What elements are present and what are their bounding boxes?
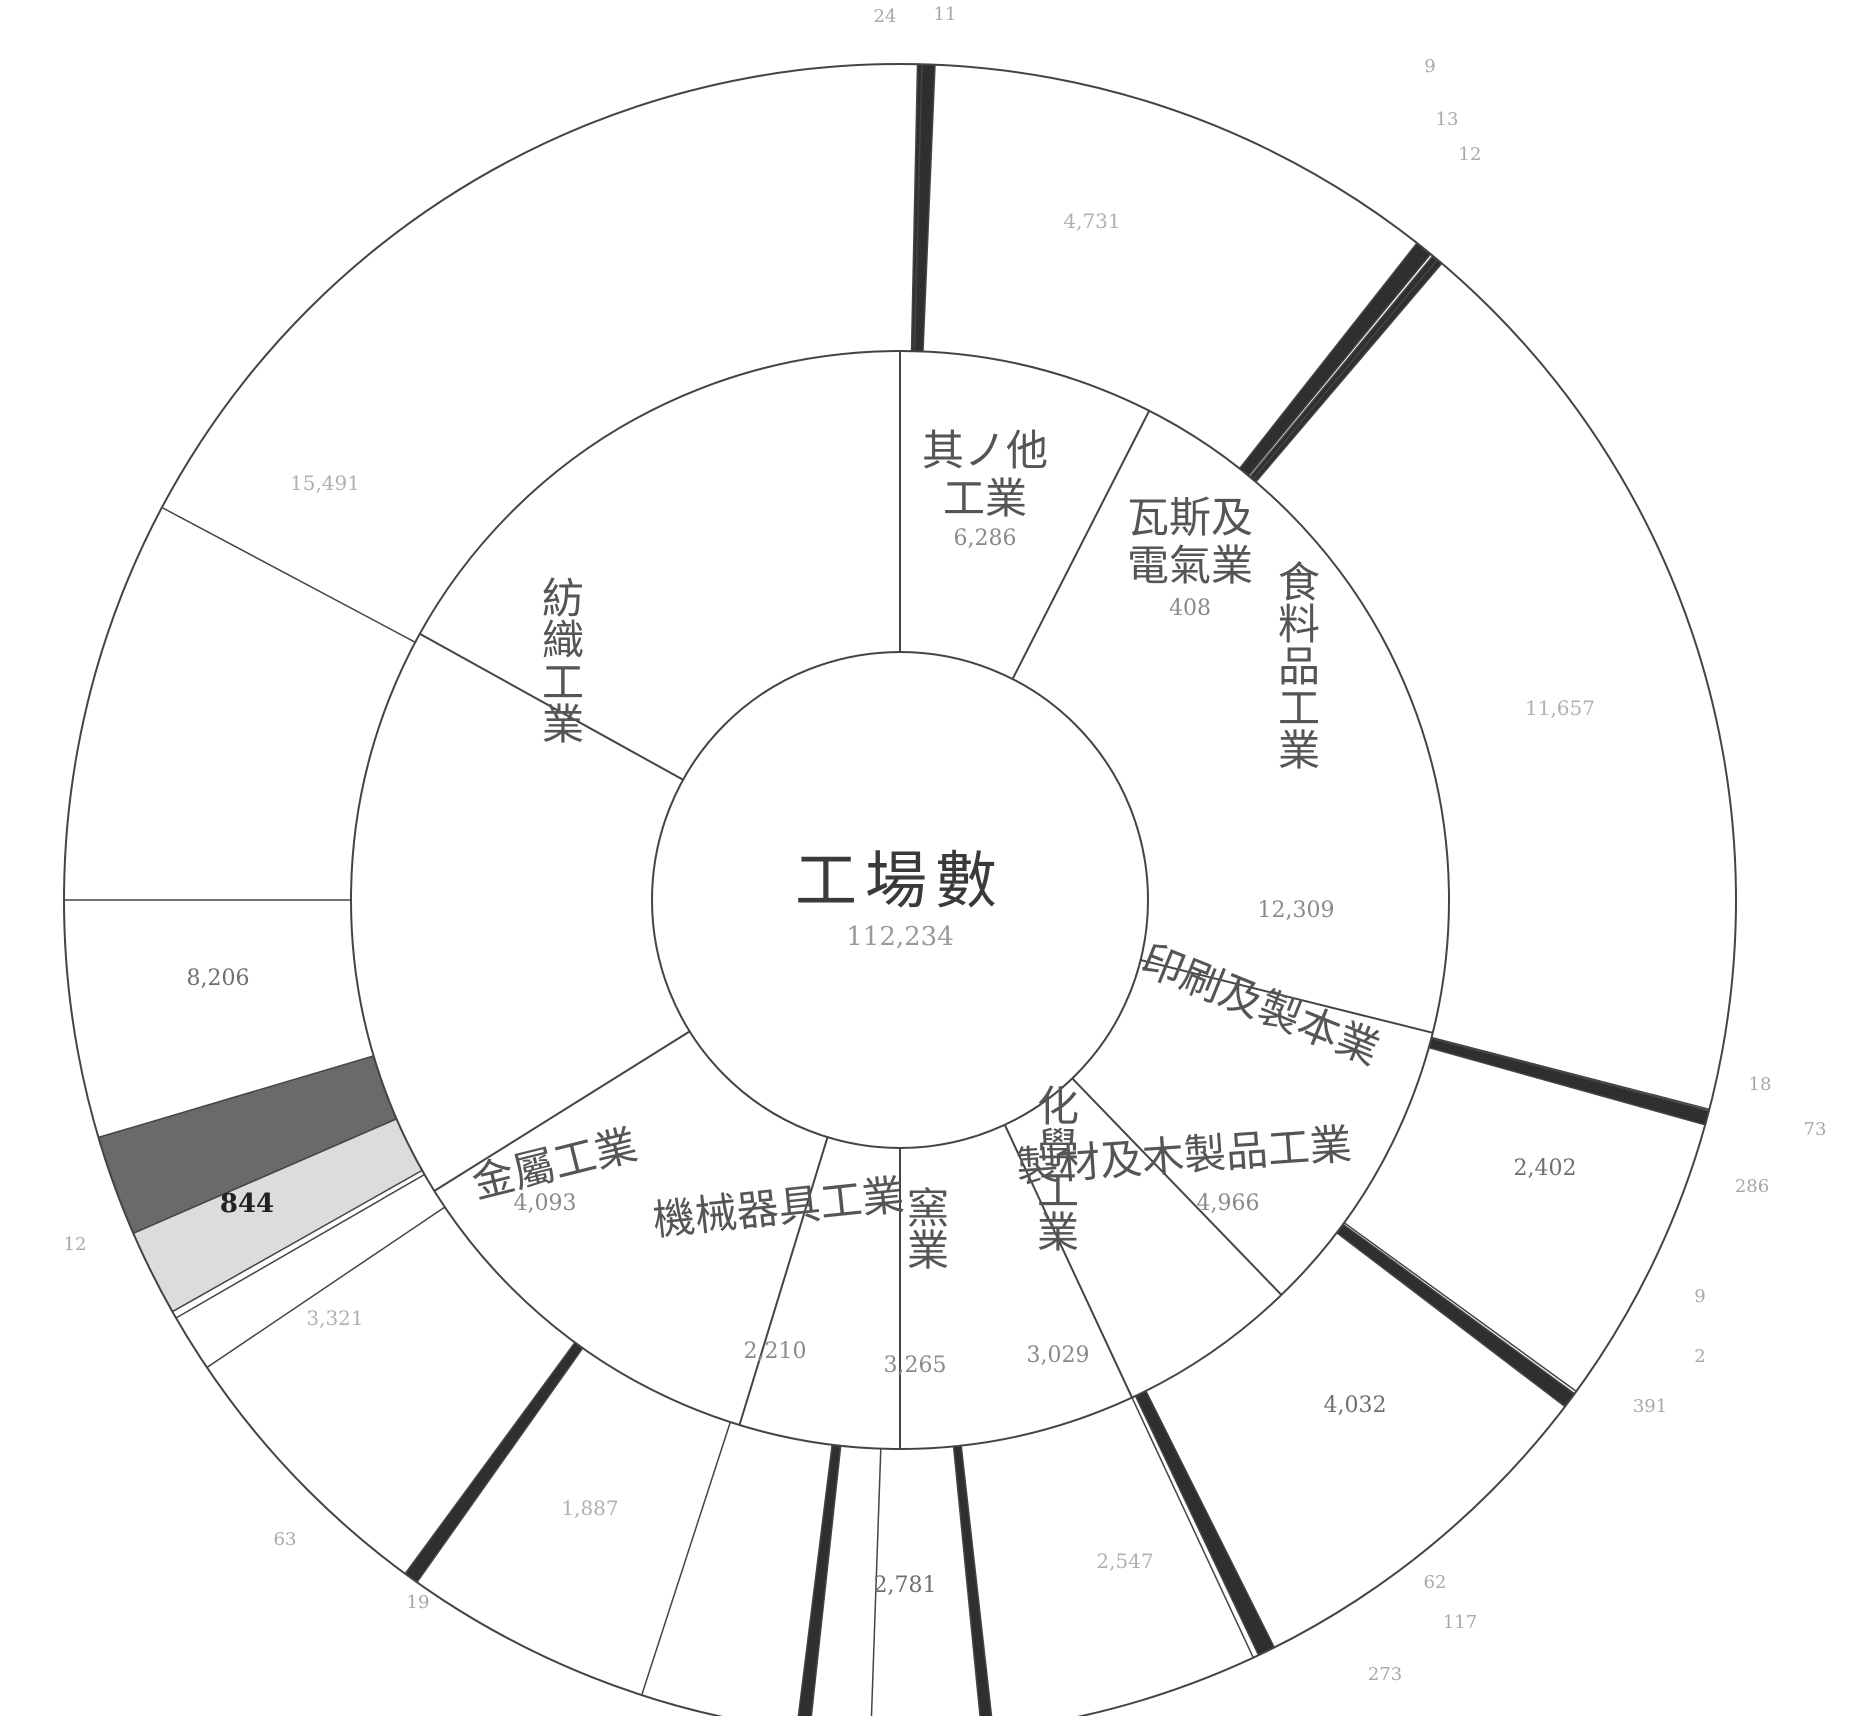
outer-boundary-3: [1343, 1222, 1577, 1393]
outer-boundary-2: [1431, 1036, 1710, 1111]
inner-label-textile-name: 紡織工業: [536, 576, 585, 744]
inner-label-print: 印刷及製本業: [1134, 935, 1386, 1075]
inner-label-gas-name2: 電氣業: [1127, 541, 1253, 590]
inner-label-food: 食料品工業 12,309: [1258, 560, 1335, 923]
inner-label-food-name: 食料品工業: [1272, 560, 1321, 770]
inner-label-wood-value: 4,966: [1197, 1191, 1260, 1216]
outer-value-textile-bold: 844: [220, 1189, 274, 1219]
inner-label-gas-value: 408: [1169, 596, 1211, 621]
outer-dark-band-3: [1427, 1037, 1710, 1126]
edge-label-gas1: 9: [1424, 56, 1435, 77]
edge-label-metal1: 63: [274, 1529, 297, 1550]
inner-label-ceramic-value: 3,265: [884, 1353, 947, 1378]
inner-label-other-value: 6,286: [954, 526, 1017, 551]
outer-value-wood: 4,032: [1324, 1393, 1387, 1418]
outer-boundary-0: [913, 64, 923, 352]
outer-dark-band-4: [1335, 1223, 1576, 1408]
edge-label-print1: 18: [1749, 1074, 1772, 1095]
inner-label-machine-name: 機械器具工業: [651, 1170, 907, 1245]
edge-label-chem2: 117: [1443, 1612, 1477, 1633]
edge-label-chem1: 62: [1424, 1572, 1447, 1593]
outer-dark-band-7: [796, 1443, 842, 1721]
edge-label-textile: 12: [64, 1234, 87, 1255]
inner-label-ceramic: 窯業 3,265: [884, 1186, 950, 1378]
outer-boundary-4: [1131, 1397, 1254, 1659]
edge-label-metal2: 19: [407, 1592, 430, 1613]
inner-label-chem-value: 3,029: [1027, 1343, 1090, 1368]
inner-label-machine: 機械器具工業 2,210: [651, 1170, 907, 1364]
outer-boundary-1: [1252, 259, 1438, 480]
outer-boundary-8: [175, 1173, 425, 1319]
edge-label-chem3: 273: [1368, 1664, 1402, 1685]
edge-label-top1: 24: [874, 6, 897, 27]
outer-value-textile-a: 15,491: [290, 471, 360, 495]
outer-boundary-5: [870, 1448, 882, 1721]
inner-label-print-name: 印刷及製本業: [1134, 935, 1386, 1075]
outer-value-ceramic: 2,781: [874, 1573, 937, 1598]
edge-label-wood2: 2: [1694, 1346, 1705, 1367]
inner-boundary-2: [1140, 959, 1433, 1034]
inner-boundary-3: [1071, 1077, 1283, 1296]
inner-label-food-value: 12,309: [1258, 898, 1335, 923]
edge-label-wood1: 9: [1694, 1286, 1705, 1307]
outer-boundary-6: [640, 1421, 732, 1696]
outer-dark-band-5: [1134, 1389, 1276, 1657]
inner-label-chem-name: 化學工業: [1031, 1084, 1080, 1252]
outer-boundary-10: [161, 506, 416, 643]
edge-label-gas2: 13: [1436, 109, 1459, 130]
outer-value-food: 11,657: [1525, 696, 1595, 720]
outer-dark-band-6: [952, 1444, 993, 1721]
inner-boundary-4: [1003, 1124, 1133, 1399]
outer-value-chem: 2,547: [1096, 1549, 1153, 1573]
edge-label-print3: 286: [1735, 1176, 1769, 1197]
inner-label-metal-value: 4,093: [514, 1191, 577, 1216]
inner-label-gas-name: 瓦斯及: [1127, 493, 1253, 542]
outer-dark-band-8: [404, 1341, 584, 1584]
inner-label-metal: 金屬工業 4,093: [467, 1120, 642, 1216]
chart-total-value: 112,234: [846, 922, 954, 952]
outer-value-textile-b: 8,206: [187, 966, 250, 991]
inner-label-other-name: 其ノ他: [922, 426, 1048, 475]
chart-title: 工場數: [795, 844, 1005, 917]
inner-boundary-8: [419, 632, 684, 781]
outer-value-machine: 1,887: [561, 1496, 618, 1520]
edge-label-gas3: 12: [1459, 144, 1482, 165]
inner-boundary-7: [433, 1030, 691, 1192]
inner-boundary-6: [738, 1136, 829, 1426]
inner-label-ceramic-name: 窯業: [901, 1186, 950, 1270]
outer-value-metal: 3,321: [306, 1306, 363, 1330]
inner-label-other-name2: 工業: [943, 474, 1027, 523]
outer-dark-band-1: [1238, 241, 1432, 477]
edge-label-top2: 11: [934, 4, 957, 25]
outer-boundary-7: [206, 1206, 446, 1369]
inner-label-other: 其ノ他 工業 6,286: [922, 426, 1048, 551]
inner-label-machine-value: 2,210: [744, 1339, 807, 1364]
outer-value-other: 4,731: [1063, 209, 1120, 233]
edge-label-wood3: 391: [1633, 1396, 1667, 1417]
outer-value-print: 2,402: [1514, 1156, 1577, 1181]
edge-label-print2: 73: [1804, 1119, 1827, 1140]
inner-label-chem: 化學工業 3,029: [1027, 1084, 1090, 1368]
inner-label-gas: 瓦斯及 電氣業 408: [1127, 493, 1253, 621]
inner-boundary-1: [1011, 410, 1151, 680]
inner-label-textile: 紡織工業: [536, 576, 585, 744]
